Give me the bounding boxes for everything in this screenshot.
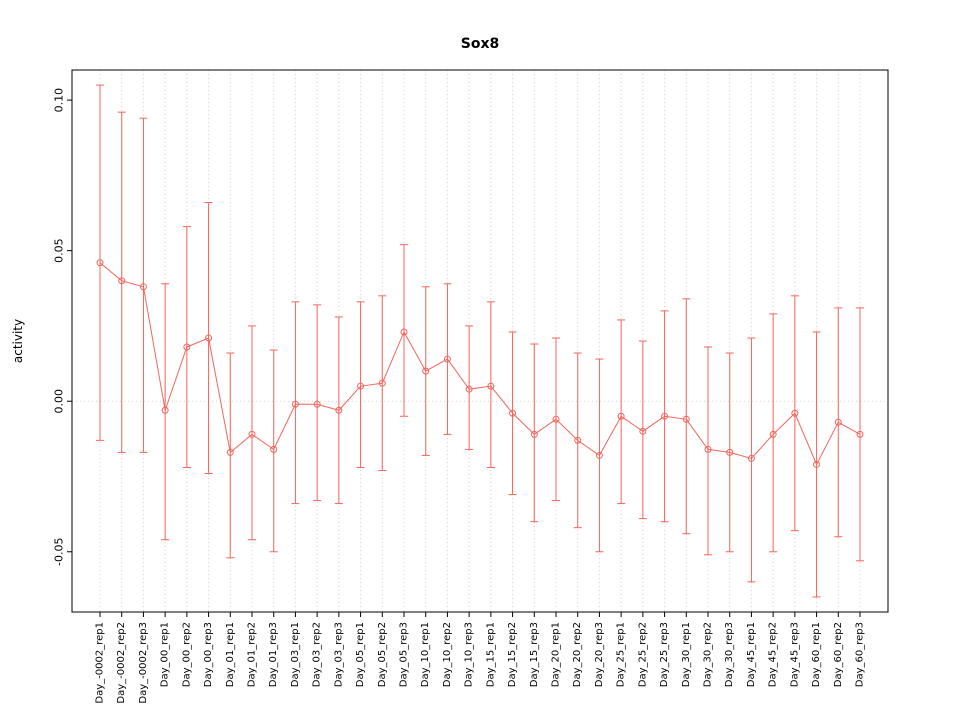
x-tick-label: Day_30_rep1	[681, 622, 692, 687]
x-tick-label: Day_15_rep1	[485, 622, 496, 687]
x-tick-label: Day_01_rep2	[247, 622, 258, 687]
x-tick-label: Day_15_rep2	[507, 622, 518, 687]
x-tick-label: Day_10_rep2	[442, 622, 453, 687]
chart-title: Sox8	[460, 36, 500, 52]
x-tick-label: Day_20_rep1	[551, 622, 562, 687]
data-point	[856, 430, 864, 438]
data-point	[769, 430, 777, 438]
data-point	[791, 409, 799, 417]
data-point	[552, 415, 560, 423]
y-tick-label: -0.05	[53, 538, 66, 566]
x-tick-label: Day_00_rep2	[181, 622, 192, 687]
data-point	[118, 277, 126, 285]
series-line	[99, 262, 861, 466]
x-tick-label: Day_15_rep3	[529, 622, 540, 687]
y-tick-label: 0.00	[53, 389, 66, 414]
data-point	[400, 328, 408, 336]
plot-border	[71, 69, 889, 613]
x-tick-label: Day_45_rep1	[746, 622, 757, 687]
x-tick-label: Day_60_rep1	[811, 622, 822, 687]
data-point	[530, 430, 538, 438]
data-point	[704, 445, 712, 453]
x-tick-label: Day_45_rep2	[768, 622, 779, 687]
x-tick-label: Day_25_rep2	[637, 622, 648, 687]
x-tick-label: Day_60_rep2	[833, 622, 844, 687]
data-point	[248, 430, 256, 438]
data-point	[813, 460, 821, 468]
data-point	[443, 355, 451, 363]
x-tick-label: Day_20_rep3	[594, 622, 605, 687]
x-tick-label: Day_01_rep1	[225, 622, 236, 687]
data-point	[639, 427, 647, 435]
data-point	[726, 448, 734, 456]
x-tick-label: Day_05_rep3	[399, 622, 410, 687]
data-point	[139, 283, 147, 291]
x-tick-label: Day_30_rep2	[703, 622, 714, 687]
x-tick-label: Day_45_rep3	[789, 622, 800, 687]
x-tick-label: Day_-0002_rep1	[95, 622, 106, 704]
data-point	[378, 379, 386, 387]
x-tick-label: Day_10_rep3	[464, 622, 475, 687]
x-tick-label: Day_25_rep3	[659, 622, 670, 687]
data-point	[465, 385, 473, 393]
x-tick-label: Day_01_rep3	[268, 622, 279, 687]
x-tick-label: Day_00_rep3	[203, 622, 214, 687]
data-point	[226, 448, 234, 456]
data-point	[422, 367, 430, 375]
y-tick-label: 0.05	[53, 238, 66, 263]
data-point	[335, 406, 343, 414]
data-point	[183, 343, 191, 351]
data-point	[357, 382, 365, 390]
data-point	[270, 445, 278, 453]
x-tick-label: Day_00_rep1	[160, 622, 171, 687]
data-point	[747, 454, 755, 462]
data-point	[313, 400, 321, 408]
data-point	[834, 418, 842, 426]
data-point	[161, 406, 169, 414]
data-point	[682, 415, 690, 423]
data-point	[291, 400, 299, 408]
data-point	[595, 451, 603, 459]
data-point	[617, 412, 625, 420]
data-point	[661, 412, 669, 420]
data-point	[574, 436, 582, 444]
x-tick-label: Day_-0002_rep2	[116, 622, 127, 704]
x-tick-label: Day_05_rep1	[355, 622, 366, 687]
x-tick-label: Day_03_rep1	[290, 622, 301, 687]
data-point	[509, 409, 517, 417]
x-tick-label: Day_30_rep3	[724, 622, 735, 687]
y-tick-label: 0.10	[53, 88, 66, 113]
data-point	[205, 334, 213, 342]
x-tick-label: Day_03_rep2	[312, 622, 323, 687]
x-tick-label: Day_20_rep2	[572, 622, 583, 687]
x-tick-label: Day_60_rep3	[855, 622, 866, 687]
x-tick-label: Day_25_rep1	[616, 622, 627, 687]
x-tick-label: Day_10_rep1	[420, 622, 431, 687]
x-tick-label: Day_-0002_rep3	[138, 622, 149, 704]
x-tick-label: Day_05_rep2	[377, 622, 388, 687]
data-point	[487, 382, 495, 390]
data-point	[96, 259, 104, 267]
x-tick-label: Day_03_rep3	[333, 622, 344, 687]
